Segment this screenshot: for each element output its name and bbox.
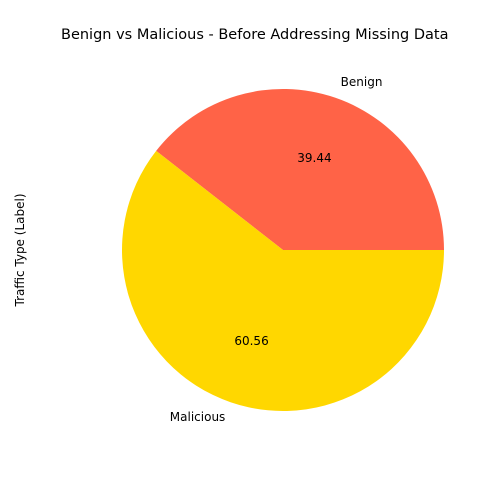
pie-slice-malicious (122, 150, 445, 412)
slice-value-label-malicious: 60.56 (234, 334, 268, 348)
y-axis-label: Traffic Type (Label) (13, 194, 27, 308)
slice-label-malicious: Malicious (170, 410, 226, 424)
slice-value-label-benign: 39.44 (297, 151, 331, 165)
chart-title: Benign vs Malicious - Before Addressing … (61, 27, 448, 43)
pie-slices (122, 89, 445, 412)
pie-slice-benign (156, 89, 444, 251)
slice-label-benign: Benign (341, 75, 383, 89)
pie-labels: Benign 39.44 Malicious 60.56 (170, 75, 383, 424)
